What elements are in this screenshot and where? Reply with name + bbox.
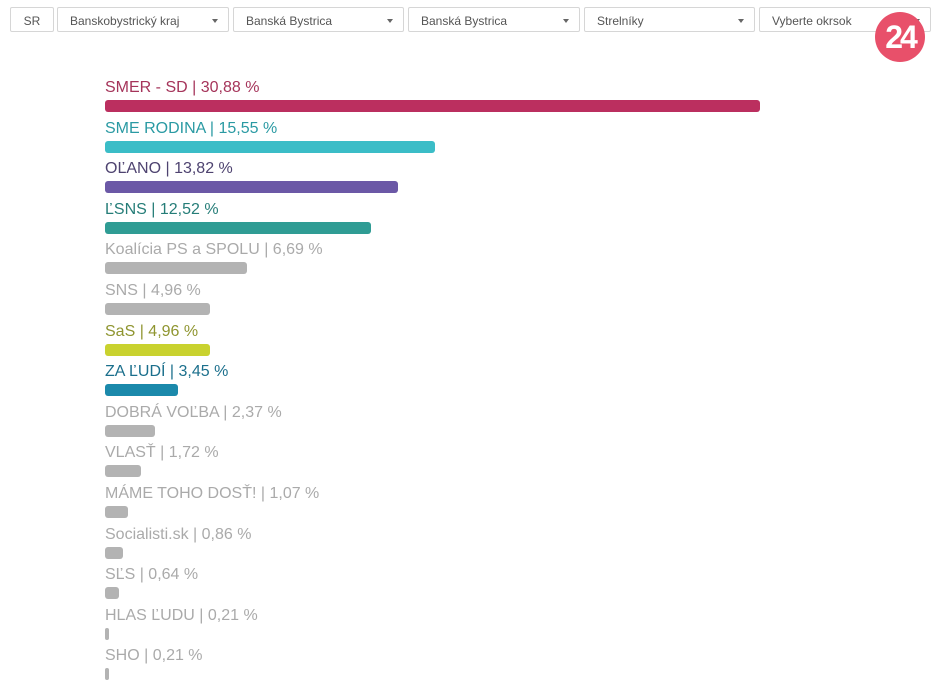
- district-value: Banská Bystrica: [246, 14, 333, 28]
- chevron-down-icon: [212, 19, 218, 23]
- party-label: SMER - SD | 30,88 %: [105, 79, 260, 96]
- party-row: OĽANO | 13,82 %: [105, 160, 399, 200]
- municipality-select[interactable]: Strelníky: [584, 7, 755, 32]
- party-label: SĽS | 0,64 %: [105, 566, 199, 584]
- party-label: MÁME TOHO DOSŤ! | 1,07 %: [105, 485, 320, 502]
- party-label: ĽSNS | 12,52 %: [105, 200, 219, 218]
- party-label: SME RODINA | 15,55 %: [105, 119, 278, 137]
- party-row: Koalícia PS a SPOLU | 6,69 %: [105, 241, 323, 281]
- party-bar: [105, 587, 119, 600]
- party-bar: [105, 627, 110, 640]
- party-label: VLASŤ | 1,72 %: [105, 444, 219, 462]
- city-value: Banská Bystrica: [421, 14, 508, 28]
- municipality-value: Strelníky: [597, 14, 644, 28]
- party-row: VLASŤ | 1,72 %: [105, 444, 219, 484]
- region-value: Banskobystrický kraj: [70, 14, 180, 28]
- party-bar: [105, 303, 211, 315]
- party-bar: [105, 546, 124, 559]
- party-row: SNS | 4,96 %: [105, 282, 211, 322]
- party-label: SaS | 4,96 %: [105, 322, 199, 340]
- logo-24: 24: [875, 12, 925, 62]
- party-bar: [105, 262, 247, 275]
- region-select[interactable]: Banskobystrický kraj: [57, 7, 229, 32]
- party-label: DOBRÁ VOĽBA | 2,37 %: [105, 403, 282, 421]
- party-label: SNS | 4,96 %: [105, 282, 201, 299]
- party-bar: [105, 668, 110, 681]
- party-bar: [105, 100, 760, 112]
- city-select[interactable]: Banská Bystrica: [408, 7, 580, 32]
- party-row: SMER - SD | 30,88 %: [105, 79, 760, 119]
- sr-button[interactable]: SR: [10, 7, 54, 32]
- party-row: ZA ĽUDÍ | 3,45 %: [105, 363, 228, 403]
- chevron-down-icon: [563, 19, 569, 23]
- party-row: SĽS | 0,64 %: [105, 566, 198, 606]
- party-label: Koalícia PS a SPOLU | 6,69 %: [105, 241, 323, 259]
- party-label: HLAS ĽUDU | 0,21 %: [105, 606, 258, 624]
- district-select[interactable]: Banská Bystrica: [233, 7, 404, 32]
- party-bar: [105, 465, 142, 478]
- party-label: SHO | 0,21 %: [105, 647, 203, 665]
- party-label: OĽANO | 13,82 %: [105, 160, 233, 178]
- chevron-down-icon: [387, 19, 393, 23]
- party-bar: [105, 343, 211, 356]
- party-bar: [105, 384, 179, 397]
- party-label: Socialisti.sk | 0,86 %: [105, 525, 252, 543]
- party-row: HLAS ĽUDU | 0,21 %: [105, 607, 258, 647]
- party-bar: [105, 221, 371, 234]
- party-label: ZA ĽUDÍ | 3,45 %: [105, 363, 229, 381]
- party-row: ĽSNS | 12,52 %: [105, 200, 371, 241]
- party-row: MÁME TOHO DOSŤ! | 1,07 %: [105, 485, 319, 525]
- party-bar: [105, 506, 128, 518]
- party-row: Socialisti.sk | 0,86 %: [105, 526, 251, 566]
- party-row: SaS | 4,96 %: [105, 322, 211, 363]
- party-row: DOBRÁ VOĽBA | 2,37 %: [105, 404, 282, 444]
- party-bar: [105, 424, 156, 437]
- party-bar: [105, 181, 399, 194]
- party-row: SHO | 0,21 %: [105, 647, 203, 687]
- party-row: SME RODINA | 15,55 %: [105, 119, 435, 160]
- chevron-down-icon: [738, 19, 744, 23]
- party-bar: [105, 140, 435, 153]
- precinct-value: Vyberte okrsok: [772, 14, 852, 28]
